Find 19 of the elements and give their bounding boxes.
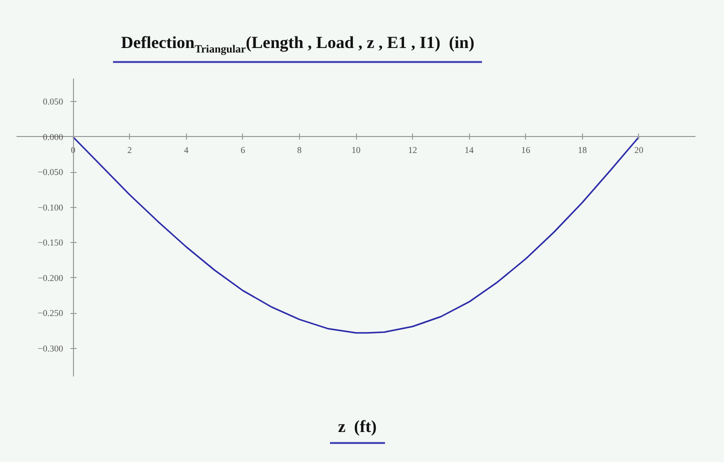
y-tick-label: 0.050 (42, 96, 64, 107)
x-tick-label: 2 (127, 144, 132, 155)
x-tick-label: 18 (578, 144, 588, 155)
x-tick-label: 10 (352, 144, 361, 155)
x-axis-title: z (ft) (330, 415, 385, 444)
x-tick-label: 16 (521, 144, 531, 155)
x-tick-label: 12 (408, 144, 418, 155)
y-tick-label: −0.050 (38, 167, 64, 178)
x-tick-label: 4 (184, 144, 189, 155)
y-tick-label: −0.150 (38, 238, 64, 248)
x-tick-label: 20 (634, 144, 644, 155)
x-tick-label: 14 (464, 144, 474, 155)
y-tick-label: −0.100 (38, 202, 64, 212)
x-tick-label: 6 (240, 144, 246, 155)
y-tick-label: −0.250 (38, 308, 64, 318)
y-tick-label: −0.300 (38, 343, 64, 354)
x-tick-label: 8 (297, 144, 302, 155)
y-tick-label: −0.200 (38, 272, 64, 283)
chart-title: Deflection$_{Triangular}$(Length , Load , z , E1 , I1) (in) (113, 31, 482, 64)
